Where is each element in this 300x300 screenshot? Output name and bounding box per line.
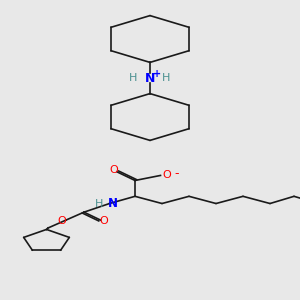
Text: O: O xyxy=(110,165,118,176)
Text: O: O xyxy=(57,216,66,226)
Text: H: H xyxy=(162,73,171,83)
Text: H: H xyxy=(95,199,103,209)
Text: +: + xyxy=(152,69,161,79)
Text: H: H xyxy=(129,73,138,83)
Text: O: O xyxy=(99,216,108,226)
Text: -: - xyxy=(174,167,178,181)
Text: N: N xyxy=(107,197,118,210)
Text: O: O xyxy=(162,170,171,180)
Text: N: N xyxy=(145,71,155,85)
